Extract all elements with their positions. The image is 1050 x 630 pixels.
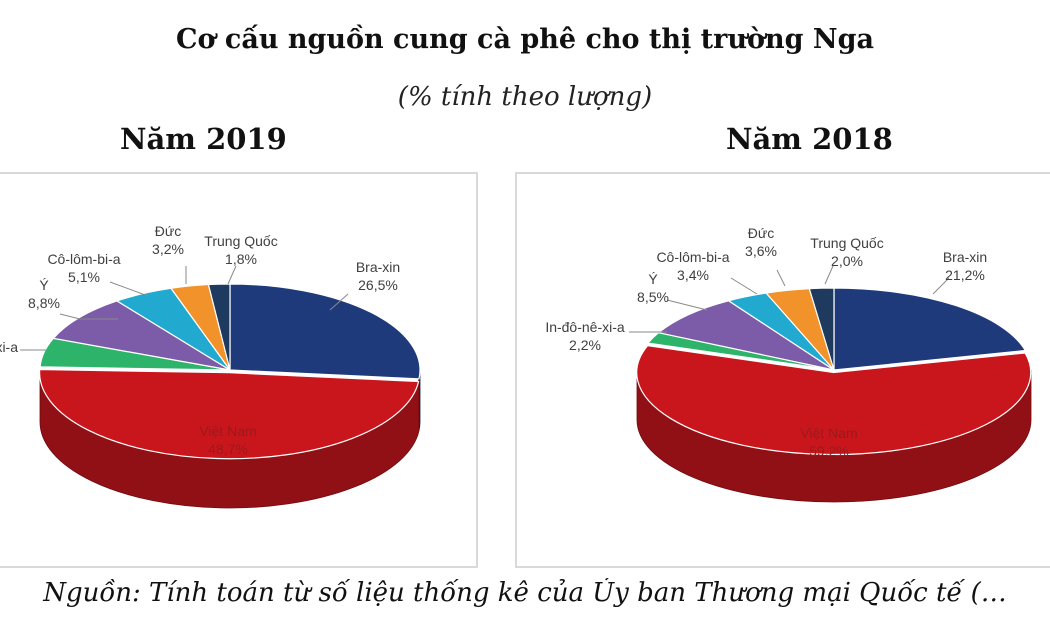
slice-label-y: Ý [39, 277, 49, 293]
slice-label-trung-quoc: Trung Quốc [810, 235, 883, 251]
pie-slice-bra-xin [833, 287, 1027, 371]
leader-line-duc [776, 269, 786, 287]
slice-value-viet-nam: 59,2% [809, 443, 849, 459]
slice-value-duc: 3,6% [745, 243, 777, 259]
pie-panel-2018: Bra-xin 21,2% Việt Nam 59,2% In-đô-nê-xi-a 2,… [515, 172, 1050, 568]
slice-label-duc: Đức [748, 225, 774, 241]
leader-line-co-lom-bi-a [109, 281, 149, 297]
slice-label-duc: Đức [155, 223, 181, 239]
slice-label-in-do-ne-xi-a: xi-a [0, 339, 18, 355]
leader-line-bra-xin [932, 277, 950, 295]
slice-label-co-lom-bi-a: Cô-lôm-bi-a [47, 251, 120, 267]
slice-value-in-do-ne-xi-a: 2,2% [569, 337, 601, 353]
leader-line-trung-quoc [227, 265, 237, 285]
slice-value-y: 8,8% [28, 295, 60, 311]
pie-slice-viet-nam [39, 368, 420, 460]
slice-label-bra-xin: Bra-xin [356, 259, 400, 275]
slice-label-bra-xin: Bra-xin [943, 249, 987, 265]
pie-chart-2018: Bra-xin 21,2% Việt Nam 59,2% In-đô-nê-xi-a 2,… [545, 225, 1032, 503]
slice-value-co-lom-bi-a: 3,4% [677, 267, 709, 283]
pie-slice-bra-xin [229, 283, 421, 380]
pie-slice-trung-quoc [808, 287, 835, 371]
chart-title: Cơ cấu nguồn cung cà phê cho thị trường … [176, 24, 874, 55]
slice-label-trung-quoc: Trung Quốc [204, 233, 277, 249]
pie-panel-2019: Bra-xin 26,5% Việt Nam 48,7% xi-a Ý 8,8% Cô-lôm… [0, 172, 478, 568]
leader-line-y [59, 313, 118, 320]
pie-slice-viet-nam [636, 344, 1032, 456]
slice-value-duc: 3,2% [152, 241, 184, 257]
slice-label-y: Ý [648, 271, 658, 287]
slice-label-viet-nam: Việt Nam [800, 425, 857, 441]
slice-value-trung-quoc: 2,0% [831, 253, 863, 269]
source-note: Nguồn: Tính toán từ số liệu thống kê của… [43, 578, 1007, 608]
pie-slice-trung-quoc [207, 283, 231, 371]
slice-label-viet-nam: Việt Nam [199, 423, 256, 439]
slice-value-bra-xin: 21,2% [945, 267, 985, 283]
slice-value-y: 8,5% [637, 289, 669, 305]
pie-chart-2019: Bra-xin 26,5% Việt Nam 48,7% xi-a Ý 8,8% Cô-lôm… [0, 223, 421, 509]
year-2018-title: Năm 2018 [726, 122, 893, 156]
slice-value-bra-xin: 26,5% [358, 277, 398, 293]
leader-line-trung-quoc [824, 265, 834, 285]
leader-line-co-lom-bi-a [730, 277, 758, 295]
slice-value-viet-nam: 48,7% [208, 441, 248, 457]
slice-label-co-lom-bi-a: Cô-lôm-bi-a [656, 249, 729, 265]
pie-slice-y [52, 300, 231, 371]
slice-label-in-do-ne-xi-a: In-đô-nê-xi-a [545, 319, 625, 335]
slice-value-co-lom-bi-a: 5,1% [68, 269, 100, 285]
leader-line-y [666, 299, 708, 311]
slice-value-trung-quoc: 1,8% [225, 251, 257, 267]
year-2019-title: Năm 2019 [120, 122, 287, 156]
chart-subtitle: (% tính theo lượng) [397, 82, 653, 112]
leader-line-bra-xin [329, 293, 349, 311]
